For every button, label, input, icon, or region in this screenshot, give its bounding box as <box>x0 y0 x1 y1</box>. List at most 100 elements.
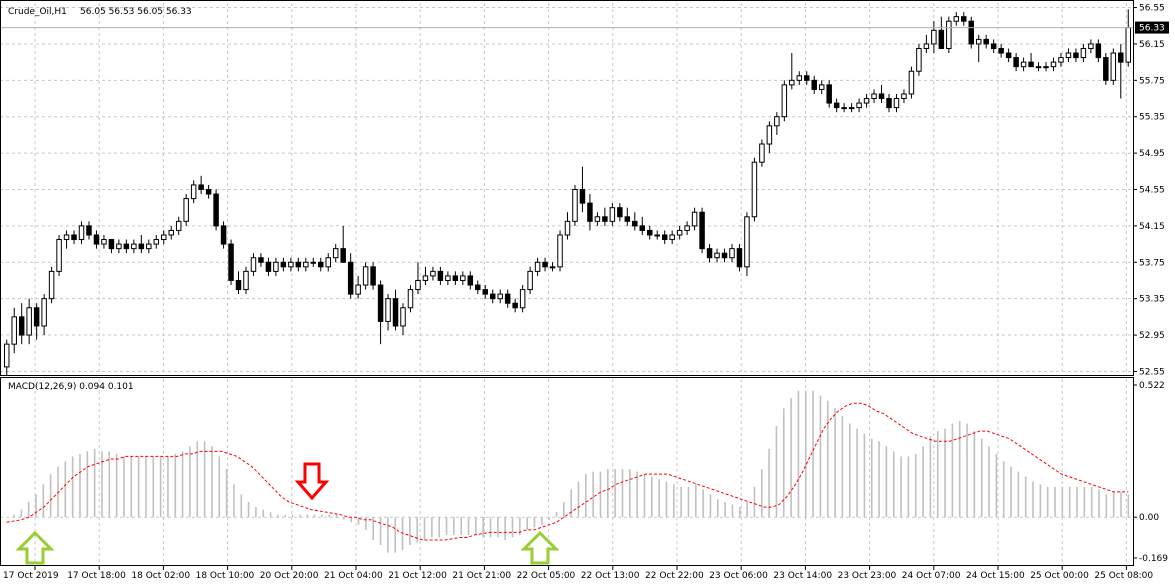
candle <box>789 53 795 90</box>
time-tick-label: 21 Oct 21:00 <box>452 571 511 581</box>
candle <box>602 207 608 226</box>
candle-body <box>1050 61 1057 68</box>
price-tick-label: 52.55 <box>1139 367 1165 377</box>
candle <box>153 234 160 249</box>
candle <box>1050 57 1057 72</box>
macd-tick-label: 0.00 <box>1139 513 1159 523</box>
candle <box>362 262 369 290</box>
candle-body <box>347 261 354 295</box>
candle-body <box>437 270 444 281</box>
candle <box>1013 53 1019 72</box>
candle <box>467 271 474 290</box>
candle-body <box>273 261 279 272</box>
candle-body <box>161 234 167 241</box>
time-tick-label: 24 Oct 07:00 <box>902 571 961 581</box>
candle <box>213 189 219 231</box>
candle-body <box>310 261 317 264</box>
candle-body <box>534 261 541 272</box>
candle <box>624 207 631 226</box>
candle-body <box>901 93 907 100</box>
candle <box>198 175 204 195</box>
candle <box>48 266 55 304</box>
time-tick-label: 18 Oct 02:00 <box>131 571 190 581</box>
time-tick-label: 23 Oct 06:00 <box>709 571 768 581</box>
candle-body <box>923 43 930 49</box>
candle <box>116 239 122 254</box>
sell-arrow-icon <box>294 462 330 501</box>
candle <box>661 230 668 245</box>
candle-body <box>519 289 526 309</box>
candle-body <box>706 248 713 259</box>
time-tick-label: 17 Oct 18:00 <box>67 571 126 581</box>
candle <box>818 80 825 94</box>
candle-body <box>946 20 952 49</box>
candle <box>744 212 750 276</box>
candle <box>975 34 982 63</box>
current-price-label: 56.33 <box>1139 24 1165 34</box>
candle <box>258 253 264 267</box>
candle <box>332 244 339 263</box>
time-tick-label: 24 Oct 15:00 <box>966 571 1025 581</box>
candle <box>841 103 847 113</box>
candle-body <box>871 93 877 100</box>
candle <box>303 257 309 272</box>
candle <box>961 12 967 26</box>
candle-body <box>265 261 272 272</box>
candle <box>774 112 780 135</box>
candle <box>318 257 324 272</box>
candle-body <box>975 38 982 45</box>
candle-body <box>415 279 421 291</box>
candle <box>1020 57 1027 72</box>
candle-body <box>288 261 294 268</box>
time-tick-label: 23 Oct 14:00 <box>773 571 832 581</box>
candle <box>721 248 728 263</box>
candle-body <box>205 189 212 195</box>
candle <box>968 16 974 49</box>
candle-body <box>617 207 623 218</box>
candle <box>938 16 945 49</box>
time-tick-label: 22 Oct 22:00 <box>645 571 704 581</box>
candle <box>101 234 107 249</box>
candle-body <box>759 143 765 163</box>
candle-body <box>422 275 429 281</box>
candle-body <box>475 284 481 291</box>
candle-body <box>572 189 578 222</box>
candle-body <box>123 243 130 250</box>
candle-body <box>1028 61 1034 68</box>
candle <box>1028 53 1034 68</box>
candle-body <box>56 239 62 272</box>
candle <box>1110 48 1117 85</box>
candle-body <box>1058 57 1064 63</box>
candle <box>63 230 70 249</box>
candle-body <box>676 229 683 236</box>
candle-body <box>11 316 17 345</box>
candle <box>385 294 391 331</box>
candle <box>1065 48 1072 63</box>
candle-body <box>63 234 70 241</box>
candle-body <box>190 184 197 200</box>
candle-body <box>609 207 616 222</box>
candle-body <box>953 16 960 22</box>
time-tick-label: 22 Oct 05:00 <box>517 571 576 581</box>
candle <box>422 266 429 286</box>
candle <box>1103 53 1109 85</box>
candle-body <box>445 275 451 281</box>
candle-body <box>579 189 586 204</box>
candle-body <box>146 243 152 250</box>
candle <box>1043 62 1049 72</box>
candle <box>310 257 317 267</box>
time-tick-label: 18 Oct 10:00 <box>196 571 255 581</box>
candle <box>377 280 384 345</box>
candle <box>392 289 399 331</box>
candle <box>295 257 302 272</box>
candle-body <box>228 243 234 281</box>
candle <box>11 307 17 354</box>
candle-body <box>721 252 728 259</box>
candle <box>998 43 1004 58</box>
candle <box>168 225 174 240</box>
candle-body <box>1020 61 1027 68</box>
candle <box>1058 53 1064 67</box>
candle <box>594 212 601 226</box>
candle <box>86 221 92 240</box>
